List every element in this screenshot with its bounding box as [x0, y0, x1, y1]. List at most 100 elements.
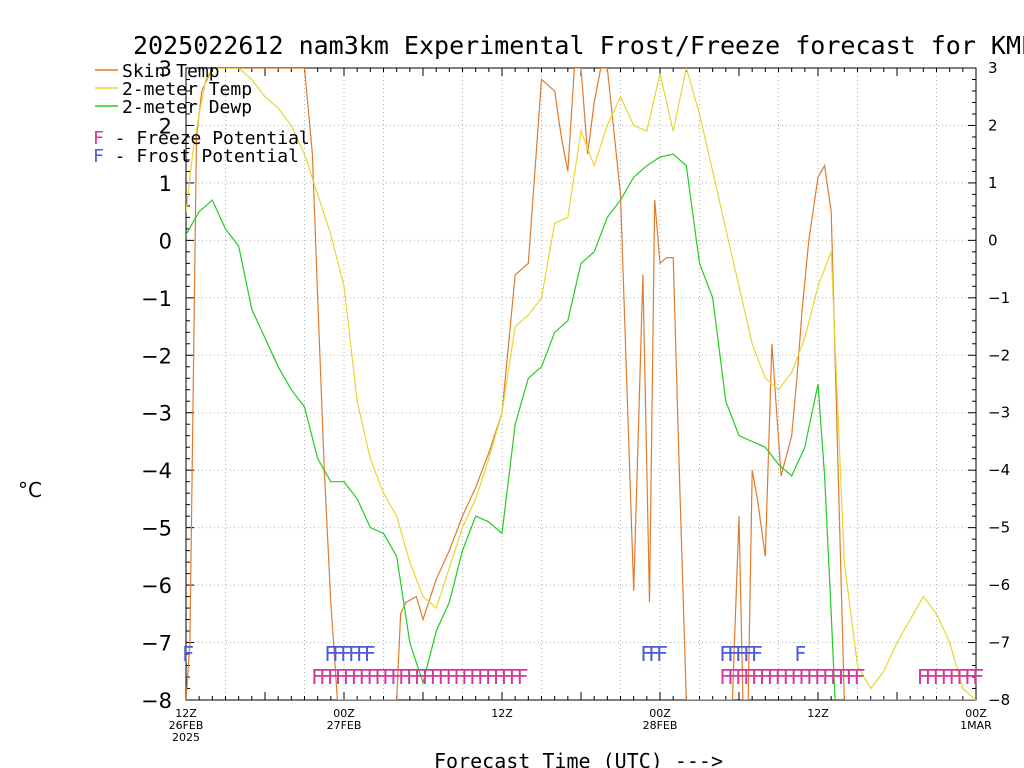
- freeze-marker: F: [366, 665, 378, 689]
- y-tick-label-right: −1: [988, 289, 1010, 307]
- freeze-marker: F: [453, 665, 465, 689]
- legend-potential-label: F - Frost Potential: [93, 146, 299, 167]
- y-tick-label-right: −3: [988, 404, 1010, 422]
- x-tick-label: 28FEB: [643, 719, 678, 732]
- y-tick-label-left: −2: [141, 344, 172, 368]
- freeze-marker: F: [759, 665, 771, 689]
- freeze-marker: F: [461, 665, 473, 689]
- freeze-marker: F: [327, 665, 339, 689]
- frost-marker: F: [648, 642, 660, 666]
- frost-marker: F: [348, 642, 360, 666]
- y-tick-label-left: −7: [141, 632, 172, 656]
- y-tick-label-left: 0: [159, 229, 172, 253]
- frost-marker: F: [735, 642, 747, 666]
- y-axis-label: °C: [18, 478, 42, 502]
- y-tick-label-right: 2: [988, 116, 998, 134]
- freeze-marker: F: [806, 665, 818, 689]
- frost-marker: F: [794, 642, 806, 666]
- freeze-marker: F: [398, 665, 410, 689]
- x-tick-label: 26FEB: [169, 719, 204, 732]
- freeze-marker: F: [390, 665, 402, 689]
- freeze-marker: F: [430, 665, 442, 689]
- freeze-marker: F: [437, 665, 449, 689]
- freeze-marker: F: [719, 665, 731, 689]
- freeze-marker: F: [351, 665, 363, 689]
- x-axis-label: Forecast Time (UTC) --->: [434, 749, 723, 768]
- freeze-marker: F: [964, 665, 976, 689]
- freeze-marker: F: [311, 665, 323, 689]
- y-tick-label-left: −3: [141, 402, 172, 426]
- freeze-marker: F: [382, 665, 394, 689]
- freeze-marker: F: [422, 665, 434, 689]
- freeze-marker: F: [414, 665, 426, 689]
- chart-title: 2025022612 nam3km Experimental Frost/Fre…: [133, 31, 1024, 60]
- freeze-marker: F: [493, 665, 505, 689]
- x-tick-label: 1MAR: [960, 719, 992, 732]
- x-tick-label: 00Z: [333, 707, 355, 720]
- frost-marker: F: [332, 642, 344, 666]
- freeze-marker: F: [319, 665, 331, 689]
- y-tick-label-right: 1: [988, 174, 998, 192]
- y-tick-label-left: −4: [141, 459, 172, 483]
- frost-marker: F: [364, 642, 376, 666]
- freeze-marker: F: [743, 665, 755, 689]
- series-line-skin-temp: [186, 68, 976, 700]
- x-tick-label: 00Z: [965, 707, 987, 720]
- freeze-marker: F: [814, 665, 826, 689]
- freeze-marker: F: [727, 665, 739, 689]
- x-tick-label: 00Z: [649, 707, 671, 720]
- freeze-marker: F: [358, 665, 370, 689]
- freeze-marker: F: [838, 665, 850, 689]
- y-tick-label-right: −2: [988, 346, 1010, 364]
- freeze-marker: F: [501, 665, 513, 689]
- frost-marker: F: [656, 642, 668, 666]
- frost-marker: F: [324, 642, 336, 666]
- y-tick-label-right: 0: [988, 231, 998, 249]
- freeze-marker: F: [775, 665, 787, 689]
- freeze-marker: F: [509, 665, 521, 689]
- y-tick-label-left: −8: [141, 689, 172, 713]
- freeze-marker: F: [735, 665, 747, 689]
- freeze-marker: F: [343, 665, 355, 689]
- freeze-marker: F: [445, 665, 457, 689]
- x-tick-label: 12Z: [175, 707, 197, 720]
- frost-marker: F: [727, 642, 739, 666]
- series-line-2-meter-temp: [186, 68, 976, 700]
- y-tick-label-right: −5: [988, 519, 1010, 537]
- freeze-marker: F: [822, 665, 834, 689]
- frost-marker: F: [356, 642, 368, 666]
- x-tick-label: 12Z: [491, 707, 513, 720]
- y-tick-label-right: 3: [988, 59, 998, 77]
- series-group: [186, 68, 976, 700]
- legend-label: Skin Temp: [122, 61, 220, 82]
- freeze-marker: F: [854, 665, 866, 689]
- y-axis-right: 3 2 1 0 −1 −2 −3 −4 −5 −6 −7 −8: [968, 59, 1010, 709]
- freeze-marker: F: [956, 665, 968, 689]
- x-tick-label: 27FEB: [327, 719, 362, 732]
- x-tick-label: 2025: [172, 731, 200, 744]
- freeze-marker: F: [940, 665, 952, 689]
- freeze-marker: F: [972, 665, 984, 689]
- freeze-marker: F: [406, 665, 418, 689]
- freeze-marker: F: [374, 665, 386, 689]
- x-tick-label: 12Z: [807, 707, 829, 720]
- freeze-marker: F: [477, 665, 489, 689]
- y-tick-label-right: −4: [988, 461, 1010, 479]
- freeze-marker: F: [933, 665, 945, 689]
- frost-marker: F: [640, 642, 652, 666]
- frost-marker: F: [340, 642, 352, 666]
- y-tick-label-left: 2: [159, 114, 172, 138]
- freeze-marker: F: [846, 665, 858, 689]
- freeze-marker: F: [917, 665, 929, 689]
- freeze-marker: F: [782, 665, 794, 689]
- frost-marker: F: [751, 642, 763, 666]
- freeze-marker: F: [751, 665, 763, 689]
- legend-potential-label: F - Freeze Potential: [93, 128, 310, 149]
- frost-marker: F: [743, 642, 755, 666]
- y-tick-label-left: −5: [141, 517, 172, 541]
- frost-marker: F: [182, 642, 194, 666]
